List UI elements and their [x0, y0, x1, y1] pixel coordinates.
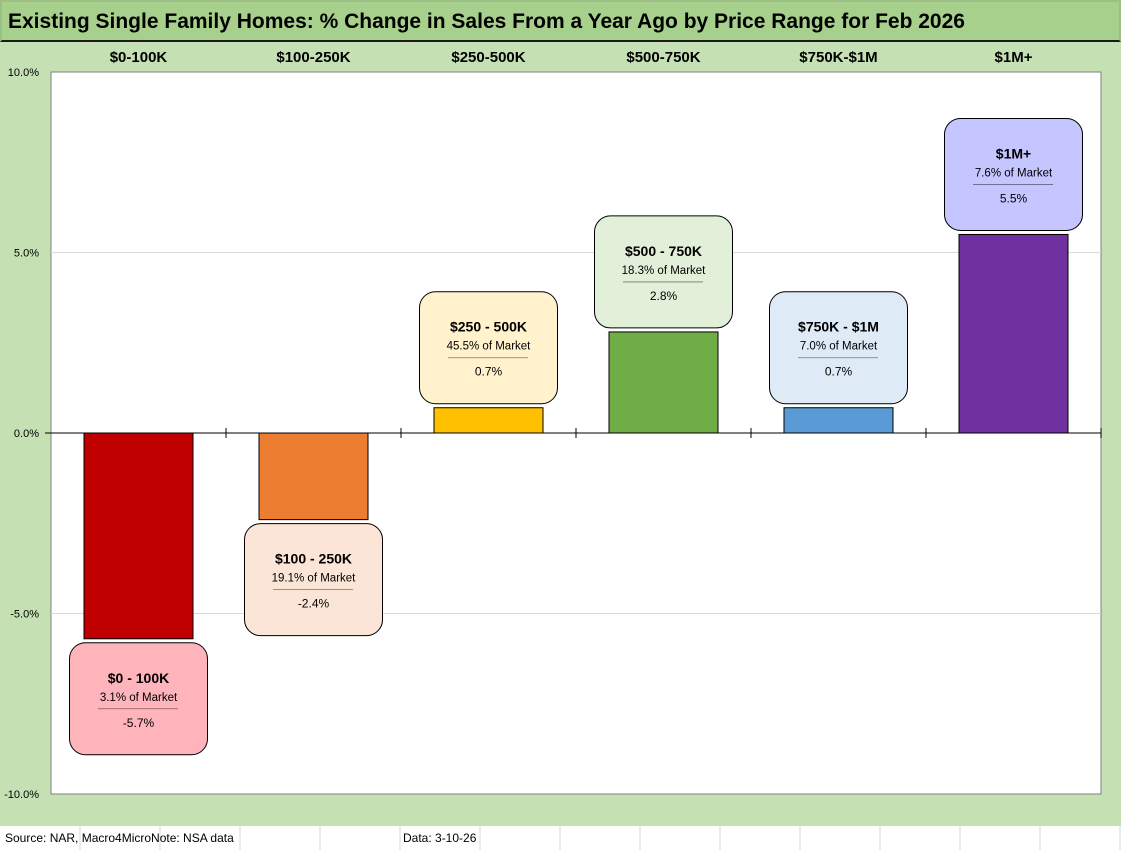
y-tick-label: 5.0%	[14, 248, 39, 260]
bar	[83, 432, 194, 640]
callout: $1M+ 7.6% of Market 5.5%	[944, 117, 1083, 231]
callout-share: 3.1% of Market	[100, 692, 178, 704]
callout-title: $1M+	[996, 145, 1031, 161]
callout-box	[769, 291, 908, 405]
category-label: $750K-$1M	[799, 49, 877, 66]
callout-box	[244, 523, 383, 637]
callout: $500 - 750K 18.3% of Market 2.8%	[594, 215, 733, 329]
callout: $750K - $1M 7.0% of Market 0.7%	[769, 291, 908, 405]
y-tick-label: 10.0%	[8, 67, 39, 79]
callout-share: 45.5% of Market	[447, 341, 532, 353]
bar	[958, 233, 1069, 434]
y-axis-tick-labels: -10.0% -5.0% 0.0% 5.0% 10.0%	[4, 67, 39, 801]
bars	[83, 233, 1069, 640]
source-note: Source: NAR, Macro4MicroNote: NSA data	[5, 831, 234, 845]
title-bar: Existing Single Family Homes: % Change i…	[0, 0, 1121, 42]
callout-title: $0 - 100K	[108, 670, 169, 686]
y-tick-label: 0.0%	[14, 428, 39, 440]
callout-value: 5.5%	[1000, 191, 1028, 205]
category-label: $100-250K	[276, 49, 350, 66]
callout-value: 0.7%	[825, 365, 853, 379]
y-tick-label: -5.0%	[10, 609, 39, 621]
footer	[0, 826, 1121, 850]
callout-title: $250 - 500K	[450, 319, 527, 335]
callout-share: 7.6% of Market	[975, 167, 1053, 179]
category-label: $0-100K	[110, 49, 168, 66]
zero-axis	[45, 428, 1102, 438]
category-label: $250-500K	[451, 49, 525, 66]
chart-svg: -10.0% -5.0% 0.0% 5.0% 10.0% $0-100K $100-250…	[4, 49, 1102, 801]
callout-share: 18.3% of Market	[622, 265, 707, 277]
callout: $0 - 100K 3.1% of Market -5.7%	[69, 642, 208, 756]
callout-title: $750K - $1M	[798, 319, 879, 335]
category-label: $1M+	[995, 49, 1033, 66]
category-label: $500-750K	[626, 49, 700, 66]
data-date-note: Data: 3-10-26	[403, 831, 477, 845]
callout-box	[69, 642, 208, 756]
callout: $250 - 500K 45.5% of Market 0.7%	[419, 291, 558, 405]
footer-gridlines	[79, 826, 1121, 850]
bar	[258, 432, 369, 521]
chart-title: Existing Single Family Homes: % Change i…	[8, 10, 965, 33]
callout-value: -2.4%	[298, 597, 330, 611]
category-headers: $0-100K $100-250K $250-500K $500-750K $750K-…	[110, 49, 1033, 66]
callout-value: 2.8%	[650, 289, 678, 303]
y-tick-label: -10.0%	[4, 789, 39, 801]
callout-share: 7.0% of Market	[800, 341, 878, 353]
callout-value: -5.7%	[123, 716, 155, 730]
callout: $100 - 250K 19.1% of Market -2.4%	[244, 523, 383, 637]
callout-title: $500 - 750K	[625, 243, 702, 259]
bar	[783, 407, 894, 434]
callout-box	[594, 215, 733, 329]
callout-box	[944, 117, 1083, 231]
bar	[608, 331, 719, 434]
bar	[433, 407, 544, 434]
callout-title: $100 - 250K	[275, 551, 352, 567]
callout-value: 0.7%	[475, 365, 503, 379]
callouts: $0 - 100K 3.1% of Market -5.7% $100 - 250K 1…	[69, 117, 1083, 756]
callout-box	[419, 291, 558, 405]
gridlines	[51, 252, 1101, 614]
callout-share: 19.1% of Market	[272, 573, 357, 585]
